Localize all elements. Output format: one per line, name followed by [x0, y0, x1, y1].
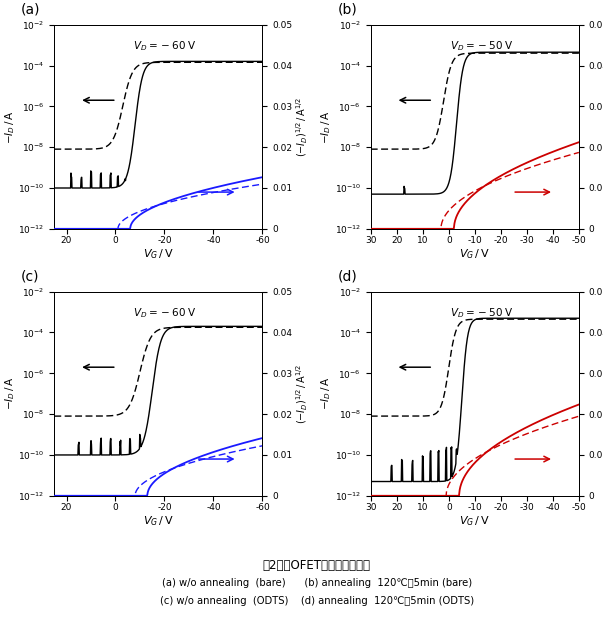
- Y-axis label: $-I_D\,/\,\mathrm{A}$: $-I_D\,/\,\mathrm{A}$: [3, 110, 17, 143]
- X-axis label: $V_G\,/\,\mathrm{V}$: $V_G\,/\,\mathrm{V}$: [143, 514, 174, 528]
- Y-axis label: $-I_D\,/\,\mathrm{A}$: $-I_D\,/\,\mathrm{A}$: [320, 110, 333, 143]
- Text: $V_D = -50$ V: $V_D = -50$ V: [450, 39, 514, 53]
- Y-axis label: $-I_D\,/\,\mathrm{A}$: $-I_D\,/\,\mathrm{A}$: [3, 377, 17, 410]
- Y-axis label: $(-I_D)^{1/2}\,/\,\mathrm{A}^{1/2}$: $(-I_D)^{1/2}\,/\,\mathrm{A}^{1/2}$: [295, 363, 311, 424]
- Text: (c) w/o annealing  (ODTS)    (d) annealing  120℃，5min (ODTS): (c) w/o annealing (ODTS) (d) annealing 1…: [160, 596, 473, 606]
- Text: $V_D = -60$ V: $V_D = -60$ V: [133, 39, 197, 53]
- Y-axis label: $(-I_D)^{1/2}\,/\,\mathrm{A}^{1/2}$: $(-I_D)^{1/2}\,/\,\mathrm{A}^{1/2}$: [295, 96, 311, 157]
- X-axis label: $V_G\,/\,\mathrm{V}$: $V_G\,/\,\mathrm{V}$: [143, 247, 174, 261]
- Y-axis label: $-I_D\,/\,\mathrm{A}$: $-I_D\,/\,\mathrm{A}$: [320, 377, 333, 410]
- Text: $V_D = -50$ V: $V_D = -50$ V: [450, 306, 514, 320]
- Text: 図2．　OFET素子の伝達特性: 図2． OFET素子の伝達特性: [262, 559, 371, 572]
- Text: (c): (c): [21, 269, 39, 284]
- Text: (b): (b): [338, 2, 357, 17]
- X-axis label: $V_G\,/\,\mathrm{V}$: $V_G\,/\,\mathrm{V}$: [459, 247, 490, 261]
- Text: (a) w/o annealing  (bare)      (b) annealing  120℃，5min (bare): (a) w/o annealing (bare) (b) annealing 1…: [162, 578, 472, 588]
- Text: (d): (d): [338, 269, 357, 284]
- Text: (a): (a): [21, 2, 40, 17]
- Text: $V_D = -60$ V: $V_D = -60$ V: [133, 306, 197, 320]
- X-axis label: $V_G\,/\,\mathrm{V}$: $V_G\,/\,\mathrm{V}$: [459, 514, 490, 528]
